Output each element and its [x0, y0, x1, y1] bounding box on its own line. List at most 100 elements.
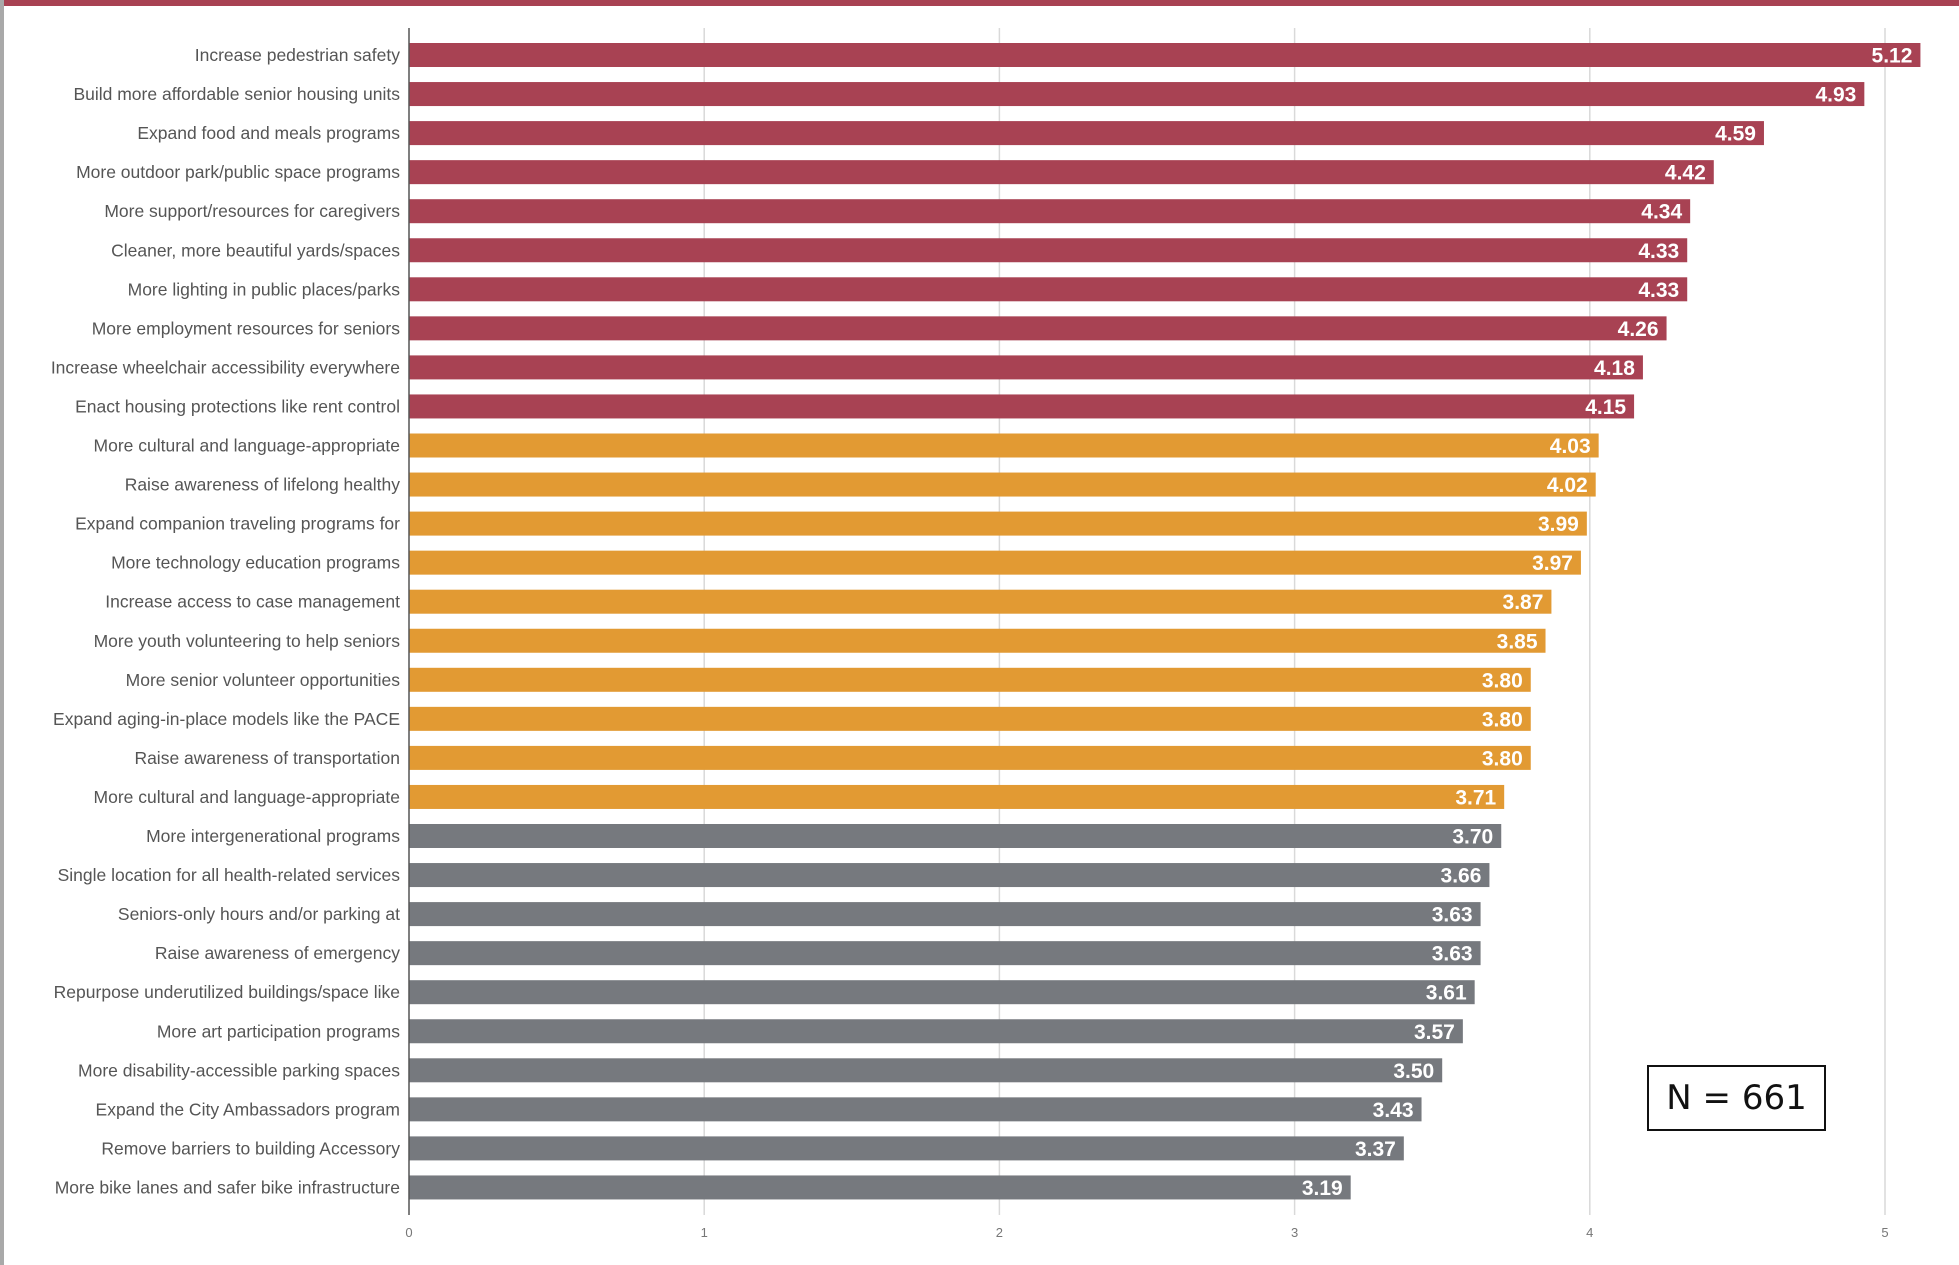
bar — [409, 902, 1481, 927]
bar-value-label: 4.93 — [1815, 84, 1856, 107]
sample-size-box: N = 661 — [1647, 1065, 1826, 1131]
bar — [409, 1136, 1404, 1161]
bar — [409, 745, 1531, 770]
bar — [409, 1097, 1422, 1122]
bar — [409, 316, 1667, 341]
category-label: More cultural and language-appropriate — [94, 787, 400, 807]
category-label: Expand food and meals programs — [137, 123, 400, 143]
top-border — [0, 0, 1959, 6]
category-label: Build more affordable senior housing uni… — [73, 84, 400, 104]
category-label: Enact housing protections like rent cont… — [75, 396, 400, 416]
bar-value-label: 3.50 — [1393, 1060, 1434, 1083]
bar-value-label: 5.12 — [1872, 45, 1913, 68]
bar-value-label: 3.80 — [1482, 747, 1523, 770]
category-label: Raise awareness of lifelong healthy — [125, 475, 401, 495]
bar — [409, 1058, 1443, 1083]
bar-value-label: 3.37 — [1355, 1138, 1396, 1161]
category-label: Cleaner, more beautiful yards/spaces — [111, 240, 400, 260]
category-label: Remove barriers to building Accessory — [101, 1138, 400, 1158]
category-label: More support/resources for caregivers — [104, 201, 400, 221]
category-label: More employment resources for seniors — [92, 318, 401, 338]
x-tick-label: 1 — [701, 1225, 708, 1240]
category-label: Single location for all health-related s… — [58, 865, 401, 885]
sample-size-label: N = 661 — [1666, 1078, 1807, 1118]
category-label: Raise awareness of transportation — [134, 748, 400, 768]
bar-value-label: 3.99 — [1538, 513, 1579, 536]
bar-value-label: 4.42 — [1665, 162, 1706, 185]
bar-value-label: 4.26 — [1618, 318, 1659, 341]
bar-value-label: 3.87 — [1503, 591, 1544, 614]
category-label: Expand companion traveling programs for — [75, 514, 400, 534]
bar — [409, 160, 1714, 185]
category-label: More youth volunteering to help seniors — [94, 631, 401, 651]
bar-value-label: 3.43 — [1373, 1099, 1414, 1122]
bar — [409, 355, 1643, 380]
bar-value-label: 3.80 — [1482, 669, 1523, 692]
category-label: Increase wheelchair accessibility everyw… — [51, 357, 400, 377]
x-tick-label: 5 — [1881, 1225, 1888, 1240]
category-label: More outdoor park/public space programs — [76, 162, 400, 182]
bar-value-label: 4.34 — [1641, 201, 1682, 224]
bar-value-label: 3.61 — [1426, 982, 1467, 1005]
bar-value-label: 4.02 — [1547, 474, 1588, 497]
bar — [409, 472, 1596, 497]
bar — [409, 394, 1635, 419]
bar — [409, 784, 1505, 809]
category-label: Seniors-only hours and/or parking at — [118, 904, 400, 924]
category-label: More disability-accessible parking space… — [78, 1060, 400, 1080]
bar — [409, 238, 1688, 263]
bar-value-label: 3.85 — [1497, 630, 1538, 653]
category-label: Increase pedestrian safety — [195, 45, 401, 65]
category-label: Increase access to case management — [105, 592, 400, 612]
category-label: More lighting in public places/parks — [128, 279, 401, 299]
x-tick-label: 0 — [405, 1225, 412, 1240]
bar-value-label: 3.19 — [1302, 1177, 1343, 1200]
bar-value-label: 4.15 — [1585, 396, 1626, 419]
bar — [409, 433, 1599, 458]
bar — [409, 980, 1475, 1005]
x-tick-label: 3 — [1291, 1225, 1298, 1240]
bar — [409, 82, 1865, 107]
category-label: More intergenerational programs — [146, 826, 400, 846]
bar — [409, 511, 1587, 536]
left-border — [0, 0, 4, 1265]
bar — [409, 550, 1581, 575]
bar — [409, 1019, 1463, 1044]
category-label: Expand aging-in-place models like the PA… — [53, 709, 400, 729]
bar — [409, 667, 1531, 692]
bar — [409, 628, 1546, 653]
x-tick-label: 2 — [996, 1225, 1003, 1240]
bar — [409, 43, 1921, 67]
bar-value-label: 3.66 — [1441, 865, 1482, 888]
bar-value-label: 3.97 — [1532, 552, 1573, 575]
category-label: Raise awareness of emergency — [155, 943, 400, 963]
bar — [409, 941, 1481, 966]
bar — [409, 589, 1552, 614]
bar — [409, 824, 1502, 848]
category-label: More technology education programs — [111, 553, 400, 573]
bar — [409, 706, 1531, 731]
bar-value-label: 4.59 — [1715, 123, 1756, 146]
category-label: Expand the City Ambassadors program — [96, 1099, 400, 1119]
category-label: Repurpose underutilized buildings/space … — [54, 982, 400, 1002]
category-label: More bike lanes and safer bike infrastru… — [55, 1177, 400, 1197]
bar-value-label: 4.33 — [1638, 240, 1679, 263]
bar-value-label: 3.71 — [1455, 786, 1496, 809]
x-tick-label: 4 — [1586, 1225, 1593, 1240]
category-label: More art participation programs — [157, 1021, 400, 1041]
category-label: More cultural and language-appropriate — [94, 436, 400, 456]
bar-value-label: 4.03 — [1550, 435, 1591, 458]
bar-value-label: 4.33 — [1638, 279, 1679, 302]
bar — [409, 1175, 1351, 1200]
bar-value-label: 4.18 — [1594, 357, 1635, 380]
bar-value-label: 3.70 — [1452, 826, 1493, 849]
bar-value-label: 3.80 — [1482, 708, 1523, 731]
bar — [409, 199, 1691, 224]
bar-value-label: 3.57 — [1414, 1021, 1455, 1044]
bar — [409, 277, 1688, 302]
bar-value-label: 3.63 — [1432, 943, 1473, 966]
category-label: More senior volunteer opportunities — [126, 670, 401, 690]
bar — [409, 863, 1490, 888]
